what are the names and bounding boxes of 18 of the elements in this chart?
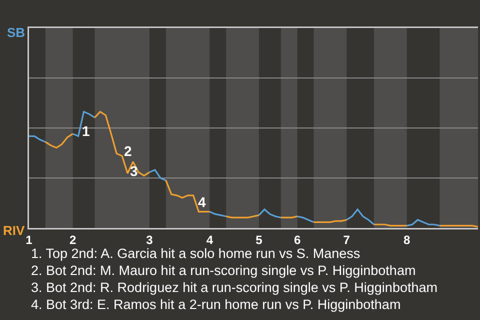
x-tick-label: 5	[256, 232, 263, 247]
x-tick-label: 6	[294, 232, 301, 247]
annotation: 3	[130, 163, 138, 179]
x-tick-label: 3	[146, 232, 154, 247]
annotation: 4	[198, 194, 206, 210]
text: RIV	[3, 223, 25, 238]
text: 3. Bot 2nd: R. Rodriguez hit a run-scoring single vs P. Higginbotham	[31, 280, 438, 295]
x-tick-label: 1	[26, 232, 33, 247]
annotation: 2	[124, 143, 132, 159]
text: 2. Bot 2nd: M. Mauro hit a run-scoring single vs P. Higginbotham	[31, 263, 416, 278]
text: SB	[7, 25, 26, 40]
x-tick-label: 8	[403, 232, 410, 247]
text: 1. Top 2nd: A. Garcia hit a solo home run vs S. Maness	[31, 246, 360, 261]
x-tick-label: 4	[206, 232, 214, 247]
x-tick-label: 7	[343, 232, 350, 247]
x-tick-label: 2	[69, 232, 76, 247]
annotation: 1	[82, 123, 90, 139]
text: 4. Bot 3rd: E. Ramos hit a 2-run home run vs P. Higginbotham	[31, 297, 401, 312]
